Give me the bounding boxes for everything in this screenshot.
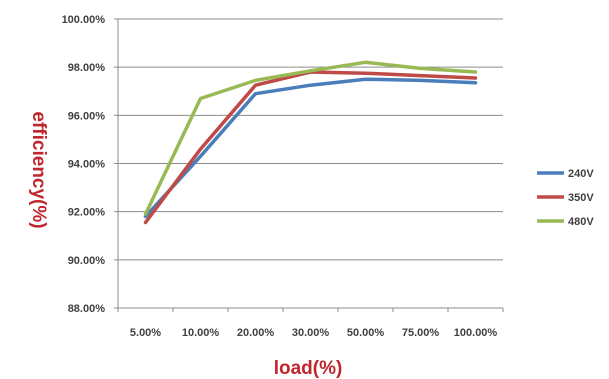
y-axis-title: efficiency(%) [28,111,49,228]
x-tick-labels: 5.00% 10.00% 20.00% 30.00% 50.00% 75.00% 100.0… [130,327,498,339]
series-line-350V [143,70,478,225]
series-lines [143,60,478,225]
y-tick-label: 94.00% [68,159,106,171]
y-tick-label: 88.00% [68,303,106,315]
x-tick-label: 30.00% [292,327,330,339]
legend-label-240V: 240V [568,168,594,180]
grid-lines [114,18,503,309]
x-tick-label: 100.00% [454,327,498,339]
y-tick-label: 98.00% [68,62,106,74]
y-tick-label: 92.00% [68,207,106,219]
y-tick-label: 90.00% [68,255,106,267]
x-tick-label: 5.00% [130,327,161,339]
legend: 240V 350V 480V [537,168,594,228]
x-tick-label: 20.00% [237,327,275,339]
legend-label-480V: 480V [568,216,594,228]
x-tick-label: 75.00% [402,327,440,339]
y-tick-label: 96.00% [68,110,106,122]
series-line-480V [143,60,478,216]
legend-label-350V: 350V [568,192,594,204]
x-axis-title: load(%) [274,358,343,379]
axes [117,19,504,312]
y-tick-labels: 88.00% 90.00% 92.00% 94.00% 96.00% 98.00% 100.… [62,14,106,315]
x-tick-label: 50.00% [347,327,385,339]
x-tick-label: 10.00% [182,327,220,339]
series-line-240V [143,77,478,219]
y-tick-label: 100.00% [62,14,106,26]
